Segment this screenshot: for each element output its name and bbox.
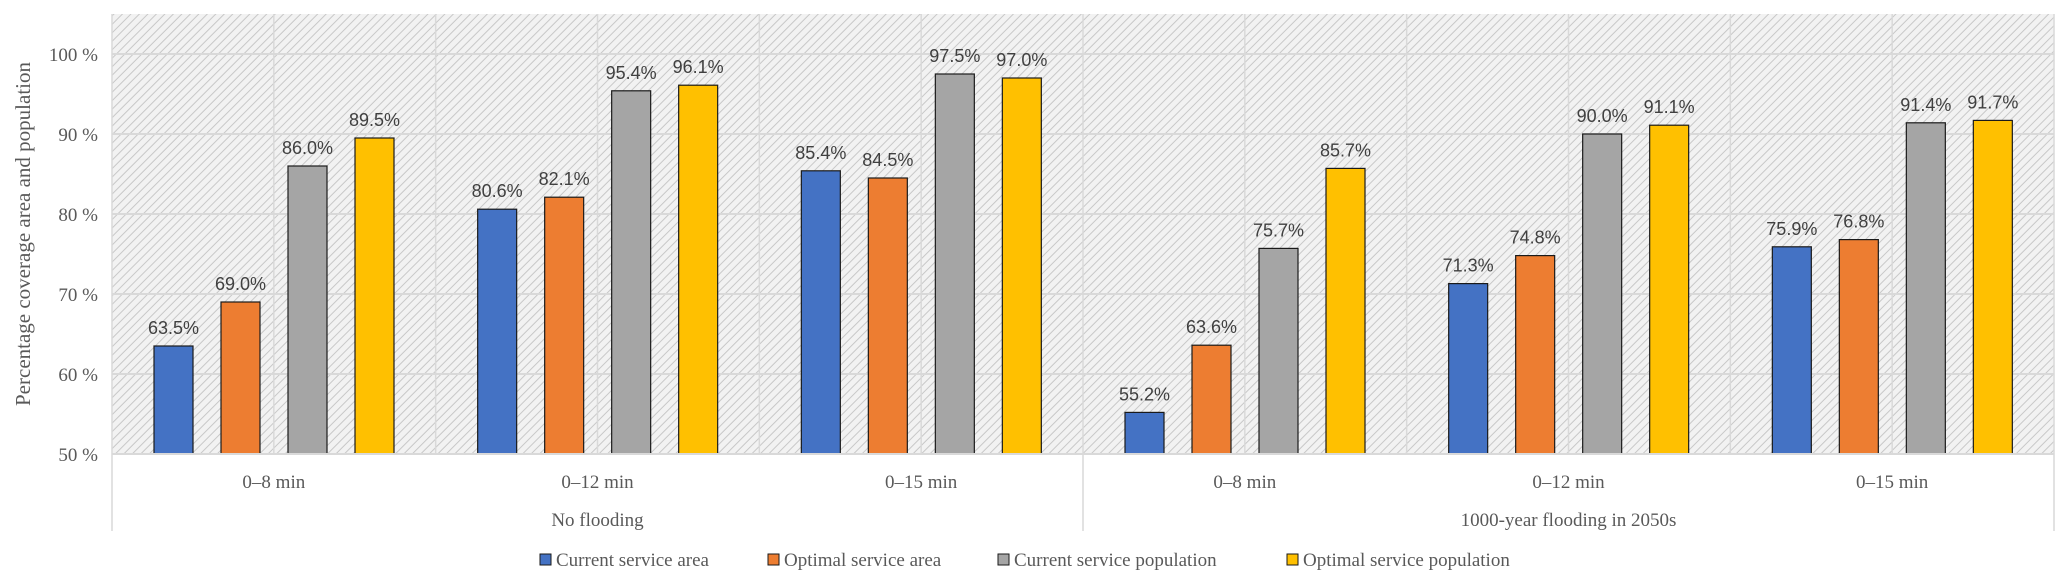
y-tick-label: 80 %	[58, 205, 98, 226]
data-label: 69.0%	[215, 274, 266, 294]
data-label: 97.0%	[996, 50, 1047, 70]
bar-2-3	[1258, 247, 1299, 455]
data-label: 85.7%	[1320, 140, 1371, 160]
bar-0-4	[1448, 283, 1489, 455]
legend-label: Current service area	[556, 550, 710, 571]
bar-2-2	[934, 73, 975, 455]
legend-item: Optimal service population	[1286, 550, 1510, 571]
bar-1-5	[1838, 239, 1879, 455]
bar-2-5	[1905, 122, 1946, 455]
data-label: 91.7%	[1967, 92, 2018, 112]
bar-1-3	[1191, 344, 1232, 455]
legend-item: Current service population	[997, 550, 1217, 571]
data-label: 85.4%	[795, 143, 846, 163]
bar-1-0	[220, 301, 261, 455]
data-label: 82.1%	[539, 169, 590, 189]
data-label: 96.1%	[673, 57, 724, 77]
y-tick-label: 90 %	[58, 125, 98, 146]
data-label: 80.6%	[472, 181, 523, 201]
bar-3-3	[1325, 167, 1366, 455]
x-tick-label: 0–12 min	[1532, 472, 1605, 493]
data-label: 63.5%	[148, 318, 199, 338]
y-tick-label: 50 %	[58, 445, 98, 466]
legend-label: Optimal service area	[784, 550, 942, 571]
data-label: 71.3%	[1443, 256, 1494, 276]
data-label: 91.4%	[1900, 95, 1951, 115]
bar-3-0	[354, 137, 395, 455]
bar-2-1	[611, 90, 652, 455]
y-tick-label: 70 %	[58, 285, 98, 306]
legend-swatch	[767, 553, 780, 566]
bar-1-2	[867, 177, 908, 455]
bar-0-5	[1771, 246, 1812, 455]
bar-0-2	[800, 170, 841, 455]
bar-3-5	[1972, 119, 2013, 455]
data-label: 86.0%	[282, 138, 333, 158]
bar-0-0	[153, 345, 194, 455]
bar-1-4	[1515, 255, 1556, 455]
x-tick-label: 0–8 min	[1213, 472, 1276, 493]
data-label: 95.4%	[606, 63, 657, 83]
bar-3-2	[1001, 77, 1042, 455]
bar-1-1	[544, 196, 585, 455]
bar-3-4	[1649, 124, 1690, 455]
legend-swatch	[997, 553, 1010, 566]
data-label: 76.8%	[1833, 212, 1884, 232]
legend-label: Current service population	[1014, 550, 1217, 571]
data-label: 91.1%	[1644, 97, 1695, 117]
bar-2-4	[1582, 133, 1623, 455]
data-label: 75.9%	[1766, 219, 1817, 239]
x-tick-label: 0–8 min	[242, 472, 305, 493]
data-label: 97.5%	[929, 46, 980, 66]
data-label: 84.5%	[862, 150, 913, 170]
y-tick-label: 100 %	[49, 45, 98, 66]
bar-2-0	[287, 165, 328, 455]
bar-3-1	[678, 84, 719, 455]
group-label: No flooding	[551, 510, 644, 531]
y-axis-label: Percentage coverage area and population	[11, 62, 35, 406]
data-label: 90.0%	[1577, 106, 1628, 126]
data-label: 74.8%	[1510, 228, 1561, 248]
legend-label: Optimal service population	[1303, 550, 1510, 571]
group-label: 1000-year flooding in 2050s	[1461, 510, 1677, 531]
legend-swatch	[539, 553, 552, 566]
data-label: 63.6%	[1186, 317, 1237, 337]
bar-0-3	[1124, 411, 1165, 455]
data-label: 89.5%	[349, 110, 400, 130]
data-label: 75.7%	[1253, 220, 1304, 240]
legend-swatch	[1286, 553, 1299, 566]
legend-item: Optimal service area	[767, 550, 942, 571]
x-tick-label: 0–15 min	[1856, 472, 1929, 493]
legend-item: Current service area	[539, 550, 710, 571]
data-label: 55.2%	[1119, 384, 1170, 404]
x-tick-label: 0–15 min	[885, 472, 958, 493]
y-tick-label: 60 %	[58, 365, 98, 386]
x-tick-label: 0–12 min	[561, 472, 634, 493]
bar-0-1	[477, 208, 518, 455]
